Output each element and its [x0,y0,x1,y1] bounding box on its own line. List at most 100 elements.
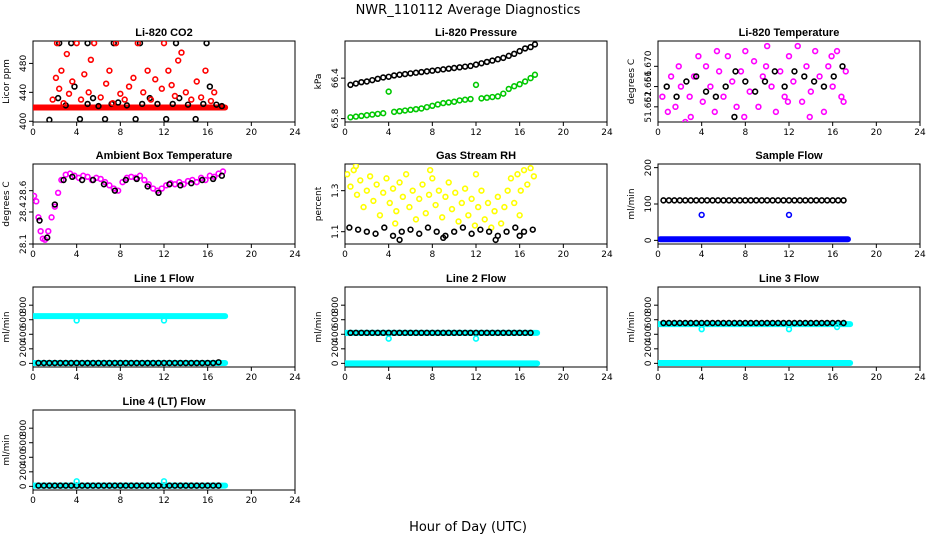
x-tick-label: 12 [470,373,481,383]
x-tick-label: 8 [429,373,435,383]
point-yellow [392,220,399,227]
x-tick-label: 24 [289,373,301,383]
figure-x-label: Hour of Day (UTC) [409,520,527,535]
point-black [840,197,847,204]
point-magenta [664,108,672,116]
point-black [693,73,700,80]
point-magenta [114,187,122,194]
point-black [758,197,765,204]
point-red [77,96,85,103]
point-magenta [729,78,736,85]
point-magenta [803,63,810,70]
point-black [780,197,787,204]
plot-area [658,319,854,366]
y-tick-label: 600 [644,311,654,328]
point-cyan-outliers [73,478,80,485]
y-axis-label: ml/min [2,311,12,342]
point-magenta [750,58,758,65]
point-black [111,187,119,194]
point-black [665,197,673,204]
panel-title: Li-820 CO2 [135,27,192,39]
point-green [358,112,365,120]
point-black [136,41,144,47]
point-black [407,70,414,77]
y-tick-label: 480 [19,55,29,72]
point-red [134,41,141,47]
point-black [396,71,403,78]
point-green [500,90,507,97]
point-black [494,56,502,63]
point-yellow [452,189,459,196]
point-yellow [511,199,518,207]
panel-title: Line 2 Flow [446,273,506,285]
point-black [732,68,739,75]
y-tick-label: 65.8 [331,108,341,128]
y-tick-label: 400 [644,325,654,342]
point-black [714,197,722,204]
y-tick-label: 0 [331,360,341,366]
point-red [58,67,65,74]
point-black [829,197,836,204]
point-magenta [699,98,706,105]
point-yellow [494,193,502,201]
point-yellow [445,179,452,186]
x-tick-label: 16 [202,496,214,506]
point-green [429,102,436,110]
x-tick-label: 0 [655,128,661,138]
x-tick-label: 20 [558,128,570,138]
point-magenta [37,228,44,235]
point-magenta [84,173,91,181]
point-yellow [399,193,407,201]
panel-title: Line 4 (LT) Flow [123,396,206,408]
point-green [516,80,523,88]
y-axis-label: ml/min [2,434,12,465]
x-tick-label: 0 [342,250,348,260]
point-black [412,69,420,76]
x-tick-label: 8 [117,496,123,506]
point-magenta [777,68,784,75]
point-black [478,60,485,67]
point-black [372,230,379,237]
point-red [97,94,104,101]
y-axis-label: ml/min [314,311,324,342]
x-tick-label: 12 [783,250,794,260]
point-cyan-outliers [160,317,168,324]
point-black [440,66,447,73]
point-yellow [419,181,426,188]
point-red [60,99,67,107]
point-black [516,232,523,239]
point-black [830,73,837,80]
x-tick-label: 16 [202,373,214,383]
point-black [215,482,222,489]
point-magenta [54,189,62,197]
point-yellow [514,171,521,178]
point-black [188,180,195,187]
point-black [434,66,441,74]
point-red [178,49,185,56]
point-yellow [360,203,367,211]
point-red [85,89,92,96]
point-black [725,197,733,204]
point-green [467,95,474,103]
y-tick-label: 51.670 [644,50,654,82]
x-tick-label: 24 [601,250,613,260]
point-black [184,101,192,108]
y-tick-label: 28.6 [19,180,29,200]
point-yellow [484,199,492,207]
point-magenta [820,108,828,116]
panel-pressure: Li-820 Pressure 0 4 8 12 16 20 24 65.8 66.4 kPa [314,27,613,138]
point-yellow [435,187,443,194]
point-magenta [715,68,723,75]
point-yellow [527,164,534,172]
point-green [456,97,463,104]
point-black [511,50,518,58]
point-yellow [478,187,485,194]
point-magenta [677,83,685,90]
point-black [416,230,423,237]
point-black [100,181,108,188]
point-yellow [471,222,479,229]
y-tick-label: 1.1 [331,225,341,239]
point-black [206,83,214,90]
point-black [512,224,519,231]
